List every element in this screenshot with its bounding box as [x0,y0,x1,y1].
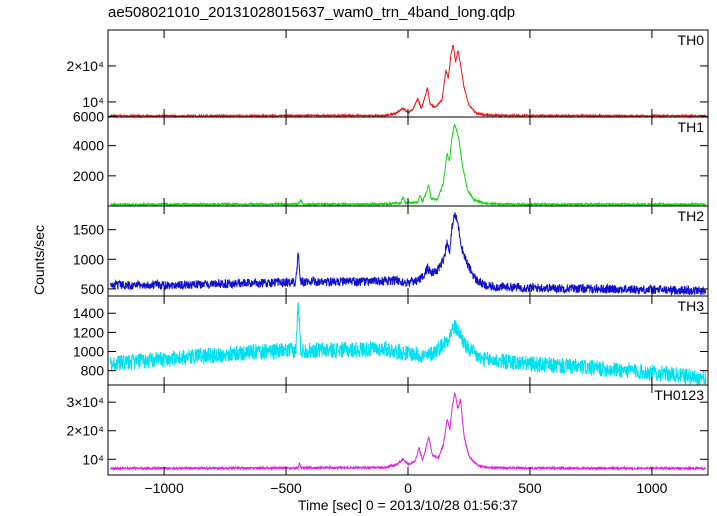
y-tick-label: 10⁴ [82,94,104,110]
panel-label-th2: TH2 [678,208,705,224]
y-axis-label: Counts/sec [31,225,47,295]
series-line-th0 [110,44,706,119]
y-tick-label: 800 [81,363,105,379]
panel-label-th0: TH0 [678,32,705,48]
y-tick-label: 1500 [73,222,104,238]
series-line-th3 [109,302,706,387]
y-tick-label: 3×10⁴ [66,394,104,410]
panel-label-th1: TH1 [678,119,705,135]
panels-group: TH0600010⁴2×10⁴TH120004000TH250010001500… [66,29,709,496]
y-tick-label: 500 [81,281,105,297]
x-tick-label: 1000 [636,480,667,496]
series-line-th1 [110,124,706,208]
y-tick-label: 2000 [73,168,104,184]
panel-frame-th1 [107,116,709,207]
y-tick-label: 4000 [73,138,104,154]
y-tick-label: 1200 [73,324,104,340]
y-tick-label: 1400 [73,305,104,321]
y-tick-label: 1000 [73,251,104,267]
series-line-th2 [109,211,706,296]
series-line-th0123 [109,392,706,472]
y-tick-label: 6000 [73,108,104,124]
x-tick-label: 500 [518,480,542,496]
panel-frame-th0123 [107,384,709,476]
panel-label-th3: TH3 [678,298,705,314]
y-tick-label: 1000 [73,344,104,360]
panel-label-th0123: TH0123 [654,387,704,403]
panel-frame-th0 [107,29,709,118]
y-tick-label: 2×10⁴ [66,423,104,439]
x-axis-label: Time [sec] 0 = 2013/10/28 01:56:37 [298,497,518,513]
y-tick-label: 2×10⁴ [66,58,104,74]
y-tick-label: 10⁴ [82,451,104,467]
x-tick-label: 0 [404,480,412,496]
chart-title: ae508021010_20131028015637_wam0_trn_4ban… [108,4,515,21]
x-tick-label: −1000 [144,480,184,496]
x-tick-label: −500 [270,480,302,496]
